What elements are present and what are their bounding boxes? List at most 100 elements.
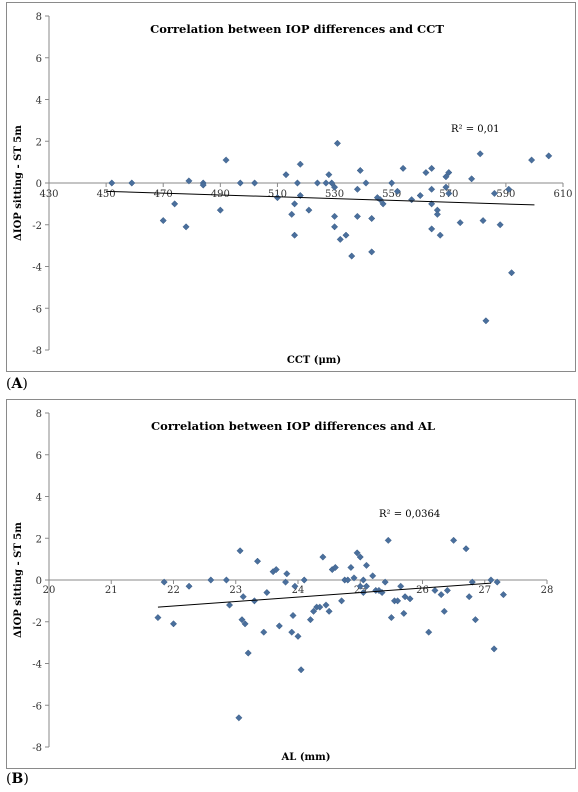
data-point (291, 231, 299, 239)
r-squared-label: R² = 0,01 (451, 124, 500, 135)
data-point (425, 628, 433, 636)
data-point (241, 620, 249, 628)
data-point (476, 150, 484, 158)
data-point (440, 607, 448, 615)
data-point (408, 196, 416, 204)
y-tick-label: 0 (36, 576, 42, 587)
data-point (108, 179, 116, 187)
data-point (416, 191, 424, 200)
data-point (331, 183, 339, 191)
data-point (350, 574, 358, 582)
data-point (325, 171, 333, 179)
y-tick-label: -4 (32, 263, 42, 274)
data-point (368, 248, 376, 256)
y-axis-label: ΔIOP sitting - ST 5m (13, 522, 24, 638)
data-point (428, 185, 436, 193)
panel-b: -8 -6 -4 -2 0 2 4 6 8 20 21 22 23 24 25 26 27 28 Correlati… (0, 397, 578, 792)
data-point (169, 620, 178, 628)
data-point (348, 252, 356, 260)
data-point (359, 576, 367, 584)
data-point (445, 169, 453, 177)
data-point (362, 561, 371, 569)
data-point (428, 164, 436, 172)
data-point (368, 214, 376, 223)
data-point (487, 576, 495, 584)
data-point (442, 183, 450, 191)
data-point (331, 212, 339, 220)
data-point (356, 553, 364, 561)
data-point (159, 217, 167, 225)
x-tick-label: 530 (325, 189, 344, 200)
data-point (499, 591, 507, 599)
data-point (490, 645, 498, 653)
data-point (306, 616, 315, 624)
y-tick-label: 8 (36, 12, 42, 23)
data-point (291, 200, 299, 208)
data-point (294, 632, 302, 640)
data-point (225, 601, 234, 609)
x-tick-label: 22 (167, 585, 180, 596)
data-point (437, 591, 445, 599)
chart-frame-a: -8-6-4-202468430450470490510530550570590… (6, 2, 576, 372)
x-tick-label: 25 (354, 585, 367, 596)
data-point (347, 563, 355, 572)
data-point (450, 536, 458, 544)
data-point (283, 570, 291, 578)
data-point (393, 187, 401, 195)
data-point (250, 597, 258, 605)
data-point (328, 179, 336, 187)
x-tick-label: 610 (553, 189, 572, 200)
data-point (406, 595, 414, 603)
data-point (313, 179, 321, 187)
data-point (300, 576, 308, 584)
data-point (336, 235, 344, 243)
x-tick-label: 24 (292, 585, 305, 596)
data-point (353, 212, 361, 220)
panel-label-b: (B) (6, 771, 29, 787)
data-point (128, 179, 136, 187)
data-point (362, 582, 371, 590)
data-point (253, 557, 262, 565)
data-point (236, 179, 244, 187)
data-point (433, 210, 441, 218)
panel-a: -8-6-4-202468430450470490510530550570590… (0, 0, 578, 395)
chart-title: Correlation between IOP differences and … (150, 22, 444, 36)
data-point (428, 225, 436, 233)
data-point (288, 628, 296, 636)
data-point (260, 628, 268, 636)
x-tick-label: 470 (154, 189, 173, 200)
data-point (160, 578, 168, 586)
x-tick-label: 23 (229, 585, 242, 596)
data-point (353, 185, 361, 193)
data-point (293, 179, 301, 187)
data-point (310, 607, 318, 615)
data-point (356, 582, 364, 590)
data-point (388, 179, 396, 187)
data-point (436, 231, 444, 239)
x-axis-label: AL (mm) (281, 752, 331, 763)
y-tick-label: -6 (32, 304, 42, 315)
y-tick-label: -4 (32, 660, 42, 671)
data-point (496, 221, 504, 229)
data-point (381, 578, 389, 586)
x-tick-label: 21 (105, 585, 118, 596)
data-point (185, 177, 193, 185)
data-point (322, 179, 330, 187)
data-point (384, 536, 392, 544)
data-point (379, 200, 387, 208)
data-point (338, 597, 346, 605)
data-point (443, 586, 451, 594)
data-point (238, 616, 246, 624)
data-point (493, 578, 501, 586)
data-point (319, 553, 327, 561)
data-point (445, 189, 453, 197)
data-point (275, 622, 283, 630)
data-point (468, 578, 476, 586)
data-point (356, 166, 364, 175)
data-point (291, 582, 299, 590)
y-tick-label: 0 (36, 179, 42, 190)
data-point (222, 156, 230, 164)
x-tick-label: 450 (97, 189, 116, 200)
data-point (375, 586, 383, 594)
